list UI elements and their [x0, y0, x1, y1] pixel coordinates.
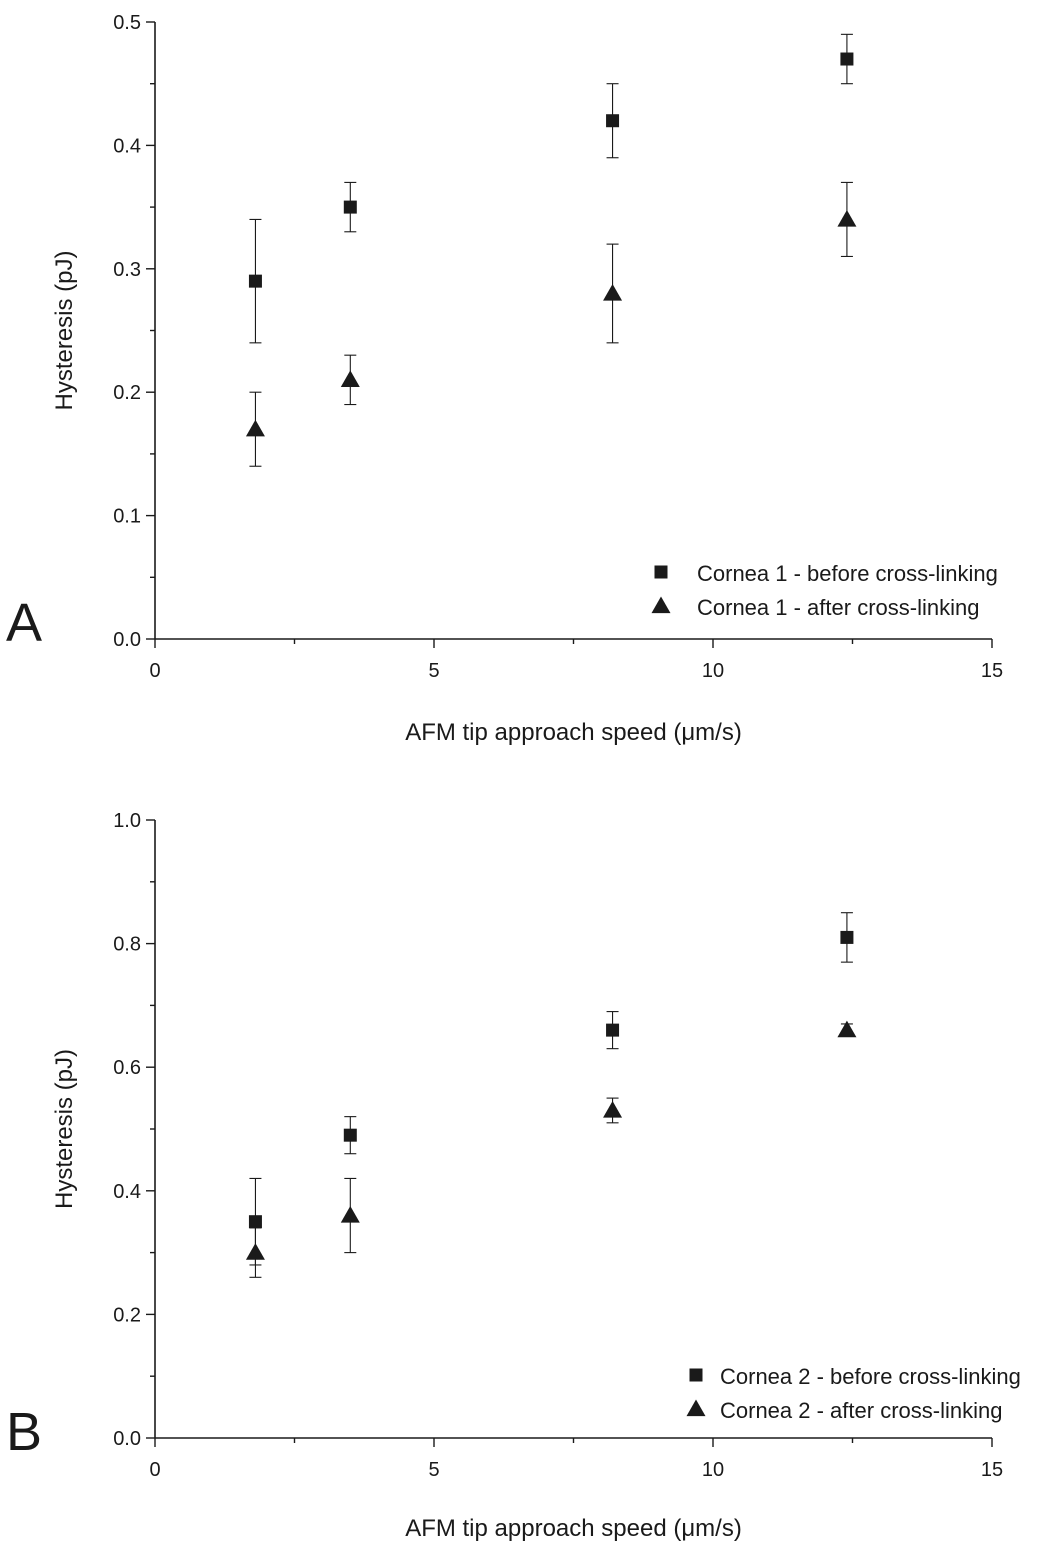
x-tick-label: 15 [981, 660, 1003, 682]
data-point-triangle [340, 370, 360, 387]
x-tick-label: 5 [428, 1459, 439, 1481]
x-axis-title: AFM tip approach speed (μm/s) [405, 1515, 742, 1542]
x-tick-label: 10 [702, 660, 724, 682]
legend-label: Cornea 2 - before cross-linking [720, 1364, 1021, 1389]
x-tick-label: 15 [981, 1459, 1003, 1481]
legend-marker-triangle [651, 596, 671, 614]
x-tick-label: 0 [149, 660, 160, 682]
y-tick-label: 0.4 [113, 1181, 141, 1203]
y-tick-label: 0.5 [113, 12, 141, 34]
legend-label: Cornea 2 - after cross-linking [720, 1398, 1002, 1423]
x-axis-title: AFM tip approach speed (μm/s) [405, 719, 742, 746]
series-triangle [245, 1020, 857, 1278]
y-tick-label: 0.2 [113, 1304, 141, 1326]
y-tick-label: 1.0 [113, 810, 141, 832]
legend: Cornea 2 - before cross-linking Cornea 2 … [686, 1364, 1021, 1423]
series-square [248, 33, 854, 344]
data-point-square [248, 274, 262, 288]
y-tick-label: 0.8 [113, 934, 141, 956]
legend: Cornea 1 - before cross-linking Cornea 1 … [651, 561, 998, 620]
x-tick-label: 0 [149, 1459, 160, 1481]
panel-label: B [6, 1402, 42, 1462]
y-tick-label: 0.3 [113, 259, 141, 281]
series-triangle [245, 181, 857, 467]
data-point-square [606, 1023, 620, 1037]
panel-label: A [6, 593, 42, 653]
legend-label: Cornea 1 - after cross-linking [697, 595, 979, 620]
y-tick-label: 0.2 [113, 382, 141, 404]
y-tick-label: 0.4 [113, 135, 141, 157]
data-point-triangle [245, 1243, 265, 1260]
y-axis-title: Hysteresis (pJ) [51, 250, 78, 410]
legend-marker-square [654, 565, 668, 579]
data-point-triangle [837, 1020, 857, 1038]
series-square [248, 912, 854, 1266]
legend-marker-triangle [686, 1399, 706, 1417]
chart-panel-b: B 0.0 0.2 0.4 0.6 0.8 1.0 0 5 10 15 AFM tip approac… [6, 810, 1021, 1542]
legend-label: Cornea 1 - before cross-linking [697, 561, 998, 586]
y-axis-title: Hysteresis (pJ) [51, 1049, 78, 1209]
data-point-triangle [837, 209, 857, 227]
x-tick-label: 10 [702, 1459, 724, 1481]
data-point-triangle [603, 283, 623, 301]
y-tick-label: 0.0 [113, 1428, 141, 1450]
chart-panel-a: A 0.0 0.1 0.2 0.3 0.4 0.5 0 5 10 15 AFM tip approac… [6, 12, 1003, 746]
y-tick-label: 0.6 [113, 1057, 141, 1079]
data-point-square [343, 200, 357, 214]
data-point-square [343, 1128, 357, 1142]
data-point-triangle [603, 1100, 623, 1118]
data-point-triangle [245, 419, 265, 437]
data-point-triangle [340, 1206, 360, 1223]
data-point-square [840, 930, 854, 944]
data-point-square [840, 52, 854, 66]
x-tick-label: 5 [428, 660, 439, 682]
y-tick-label: 0.1 [113, 506, 141, 528]
data-point-square [248, 1215, 262, 1229]
y-tick-label: 0.0 [113, 629, 141, 651]
data-point-square [606, 114, 620, 128]
legend-marker-square [689, 1368, 703, 1382]
